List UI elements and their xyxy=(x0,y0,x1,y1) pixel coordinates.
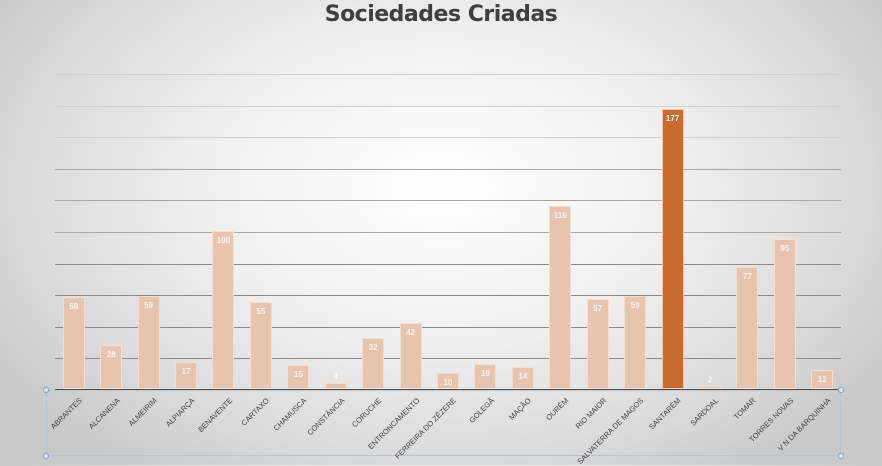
data-label: 10 xyxy=(443,378,453,388)
data-label: 55 xyxy=(256,307,266,317)
gridline xyxy=(55,168,841,170)
data-label: 95 xyxy=(780,243,790,253)
data-label: 15 xyxy=(293,370,303,380)
bar[interactable]: 10 xyxy=(437,373,459,389)
gridline xyxy=(55,137,841,139)
bar[interactable]: 59 xyxy=(137,295,160,389)
data-label: 177 xyxy=(665,114,680,124)
data-label: 42 xyxy=(406,327,416,337)
bar[interactable]: 28 xyxy=(100,344,123,389)
bar[interactable]: 77 xyxy=(736,267,759,389)
bar[interactable]: 16 xyxy=(474,363,497,389)
data-label: 14 xyxy=(518,371,528,381)
selection-handle-bottom-right[interactable] xyxy=(838,453,844,459)
bar[interactable]: 177 xyxy=(661,109,684,389)
data-label: 58 xyxy=(69,302,79,312)
bar[interactable]: 12 xyxy=(811,370,834,389)
data-label: 59 xyxy=(630,300,640,310)
bar[interactable]: 58 xyxy=(62,297,85,389)
bar[interactable]: 57 xyxy=(586,298,609,389)
bar[interactable]: 15 xyxy=(287,365,310,389)
data-label: 32 xyxy=(368,343,378,353)
data-label: 116 xyxy=(553,210,567,220)
data-label: 77 xyxy=(742,272,752,282)
chart-title: Sociedades Criadas xyxy=(324,2,558,27)
gridline xyxy=(55,232,841,233)
selection-handle-top-right[interactable] xyxy=(838,387,844,393)
bar[interactable]: 55 xyxy=(249,302,272,389)
gridline xyxy=(55,326,841,328)
bar[interactable]: 4 xyxy=(324,372,347,389)
gridline xyxy=(55,358,841,360)
gridline xyxy=(55,74,841,75)
selection-handle-bottom-left[interactable] xyxy=(43,453,49,459)
data-label: 59 xyxy=(144,300,154,310)
data-label: 57 xyxy=(593,303,603,313)
data-label: 100 xyxy=(216,236,231,245)
gridline xyxy=(55,263,841,265)
data-label: 28 xyxy=(106,349,116,359)
bar[interactable]: 17 xyxy=(175,362,197,389)
gridline xyxy=(55,200,841,202)
data-label: 12 xyxy=(817,375,827,385)
plot-area[interactable]: 58 28 59 17 100 55 15 4 32 42 10 16 14 116 57 59 177 2 77 9… xyxy=(55,74,841,391)
bar[interactable]: 100 xyxy=(212,231,235,389)
data-label: 2 xyxy=(707,374,713,384)
bar[interactable]: 42 xyxy=(399,322,422,389)
data-label: 4 xyxy=(333,371,338,381)
selection-handle-top-left[interactable] xyxy=(43,387,49,393)
bar[interactable]: 14 xyxy=(511,366,534,389)
bar[interactable]: 59 xyxy=(624,295,647,389)
gridline xyxy=(55,295,841,297)
axis-selection-box[interactable] xyxy=(46,390,841,456)
gridline xyxy=(55,105,841,107)
bar[interactable]: 2 xyxy=(699,375,721,389)
bar[interactable]: 116 xyxy=(549,205,572,389)
data-label: 17 xyxy=(181,367,191,377)
bar[interactable]: 32 xyxy=(362,338,385,389)
bar[interactable]: 95 xyxy=(773,238,796,389)
data-label: 16 xyxy=(480,368,490,378)
